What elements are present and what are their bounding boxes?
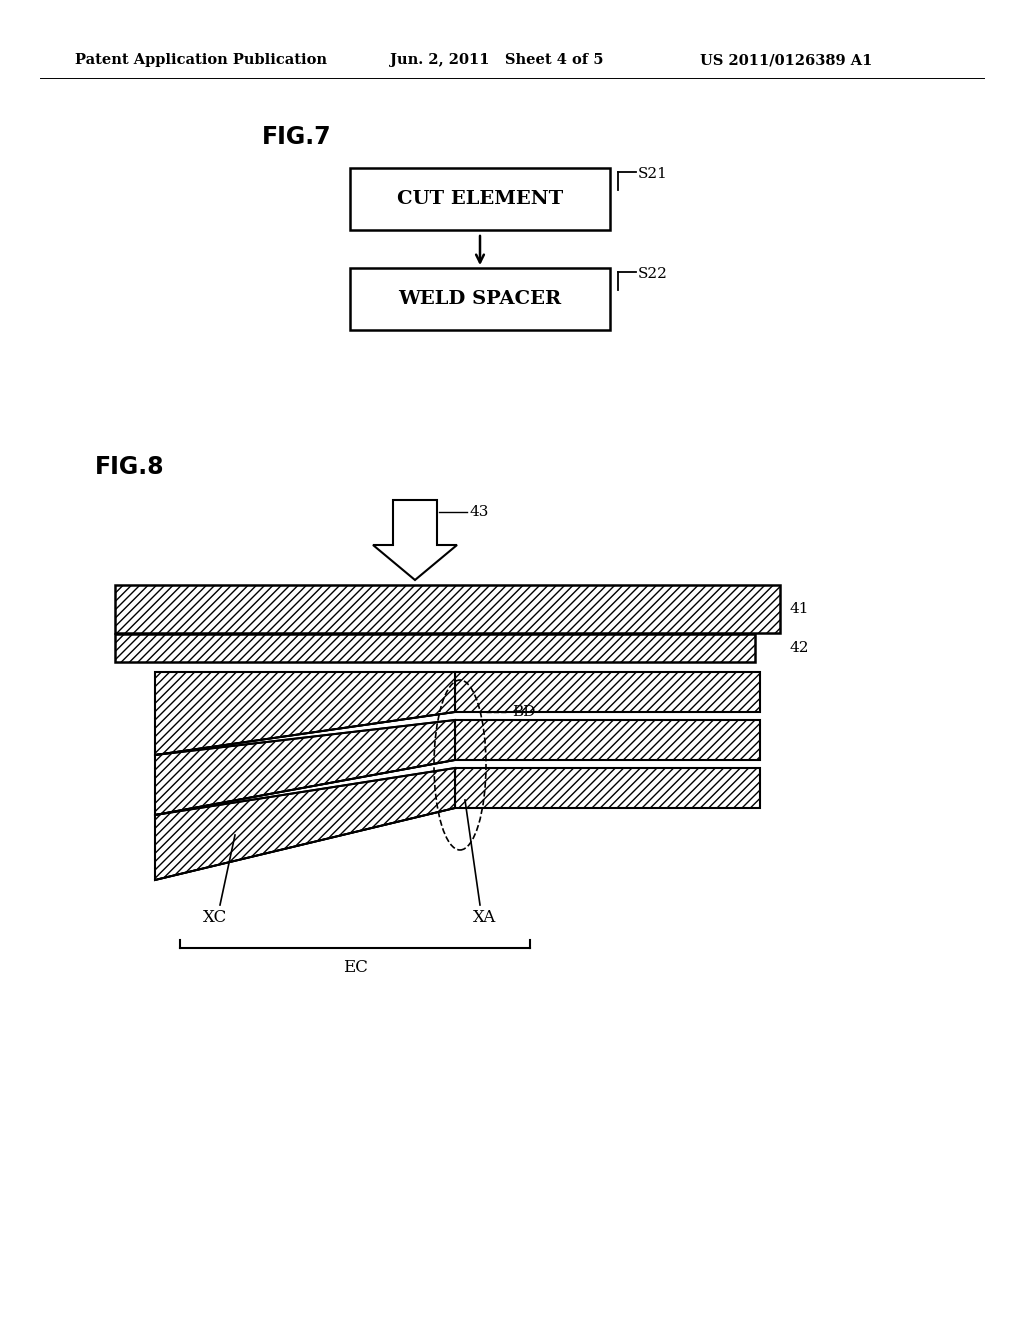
Polygon shape [373, 500, 457, 579]
Bar [350, 268, 610, 330]
Text: WELD SPACER: WELD SPACER [398, 290, 561, 308]
Polygon shape [115, 634, 755, 663]
Polygon shape [155, 672, 455, 755]
Text: US 2011/0126389 A1: US 2011/0126389 A1 [700, 53, 872, 67]
Text: 42: 42 [790, 642, 810, 655]
Text: XC: XC [203, 909, 227, 927]
Polygon shape [115, 585, 780, 634]
Text: 43: 43 [469, 506, 488, 519]
Text: BD: BD [512, 705, 536, 719]
Text: FIG.8: FIG.8 [95, 455, 165, 479]
Text: XA: XA [473, 909, 497, 927]
Text: Jun. 2, 2011   Sheet 4 of 5: Jun. 2, 2011 Sheet 4 of 5 [390, 53, 603, 67]
Text: FIG.7: FIG.7 [262, 125, 332, 149]
Bar [350, 168, 610, 230]
Text: S22: S22 [638, 267, 668, 281]
Polygon shape [455, 768, 760, 808]
Text: Patent Application Publication: Patent Application Publication [75, 53, 327, 67]
Polygon shape [155, 768, 455, 880]
Polygon shape [155, 719, 455, 814]
Text: EC: EC [343, 960, 368, 977]
Polygon shape [455, 672, 760, 711]
Text: S21: S21 [638, 168, 668, 181]
Polygon shape [455, 719, 760, 760]
Text: CUT ELEMENT: CUT ELEMENT [397, 190, 563, 209]
Text: 41: 41 [790, 602, 810, 616]
